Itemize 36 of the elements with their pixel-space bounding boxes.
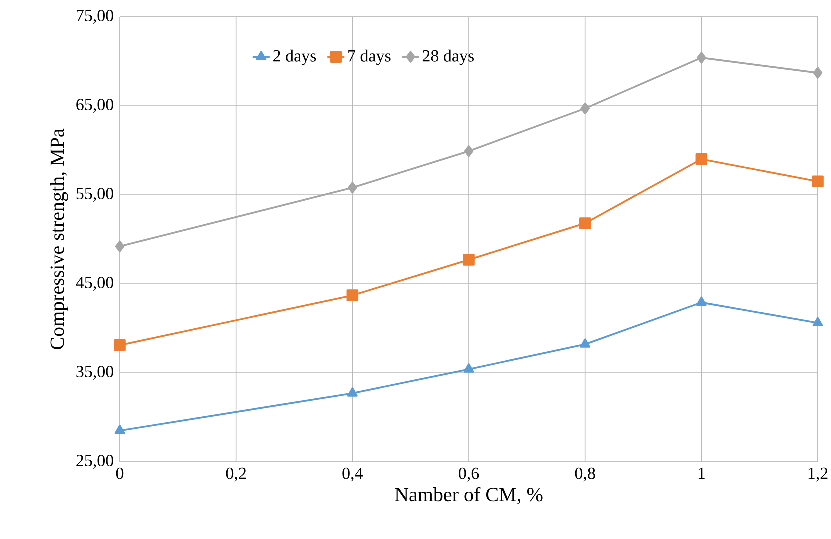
- point: [813, 67, 823, 79]
- x-tick-label: 0,8: [575, 468, 596, 482]
- y-tick-label: 35,00: [76, 366, 114, 380]
- y-tick-label: 75,00: [77, 10, 114, 24]
- point: [346, 290, 359, 302]
- legend-label: 28 days: [422, 50, 474, 66]
- y-tick-label: 65,00: [76, 99, 114, 113]
- y-tick-label: 55,00: [76, 188, 114, 202]
- point: [115, 240, 125, 253]
- y-axis-title: Compressive strength, MPa: [50, 128, 68, 350]
- point: [464, 364, 474, 373]
- point: [812, 176, 824, 188]
- x-tick-label: 0,6: [459, 468, 480, 482]
- point: [348, 182, 358, 194]
- point: [114, 424, 126, 434]
- point: [579, 218, 592, 230]
- y-tick-label: 45,00: [76, 277, 114, 291]
- point: [464, 145, 474, 158]
- x-tick-label: 0,2: [226, 468, 246, 482]
- point: [114, 340, 126, 352]
- x-tick-label: 1: [698, 468, 705, 480]
- x-tick-label: 1,2: [808, 468, 828, 482]
- legend-label: 2 days: [274, 50, 316, 66]
- point: [347, 388, 358, 397]
- x-axis-title: Namber of CM, %: [395, 487, 543, 504]
- legend-label: 7 days: [348, 50, 391, 66]
- point: [580, 102, 590, 115]
- x-tick-label: 0,4: [342, 468, 364, 482]
- point: [812, 317, 824, 327]
- point: [696, 154, 708, 166]
- y-tick-label: 25,00: [76, 455, 114, 469]
- point: [580, 338, 591, 348]
- point: [463, 254, 475, 266]
- point: [696, 296, 707, 306]
- point: [697, 52, 706, 64]
- x-tick-label: 0: [116, 468, 124, 480]
